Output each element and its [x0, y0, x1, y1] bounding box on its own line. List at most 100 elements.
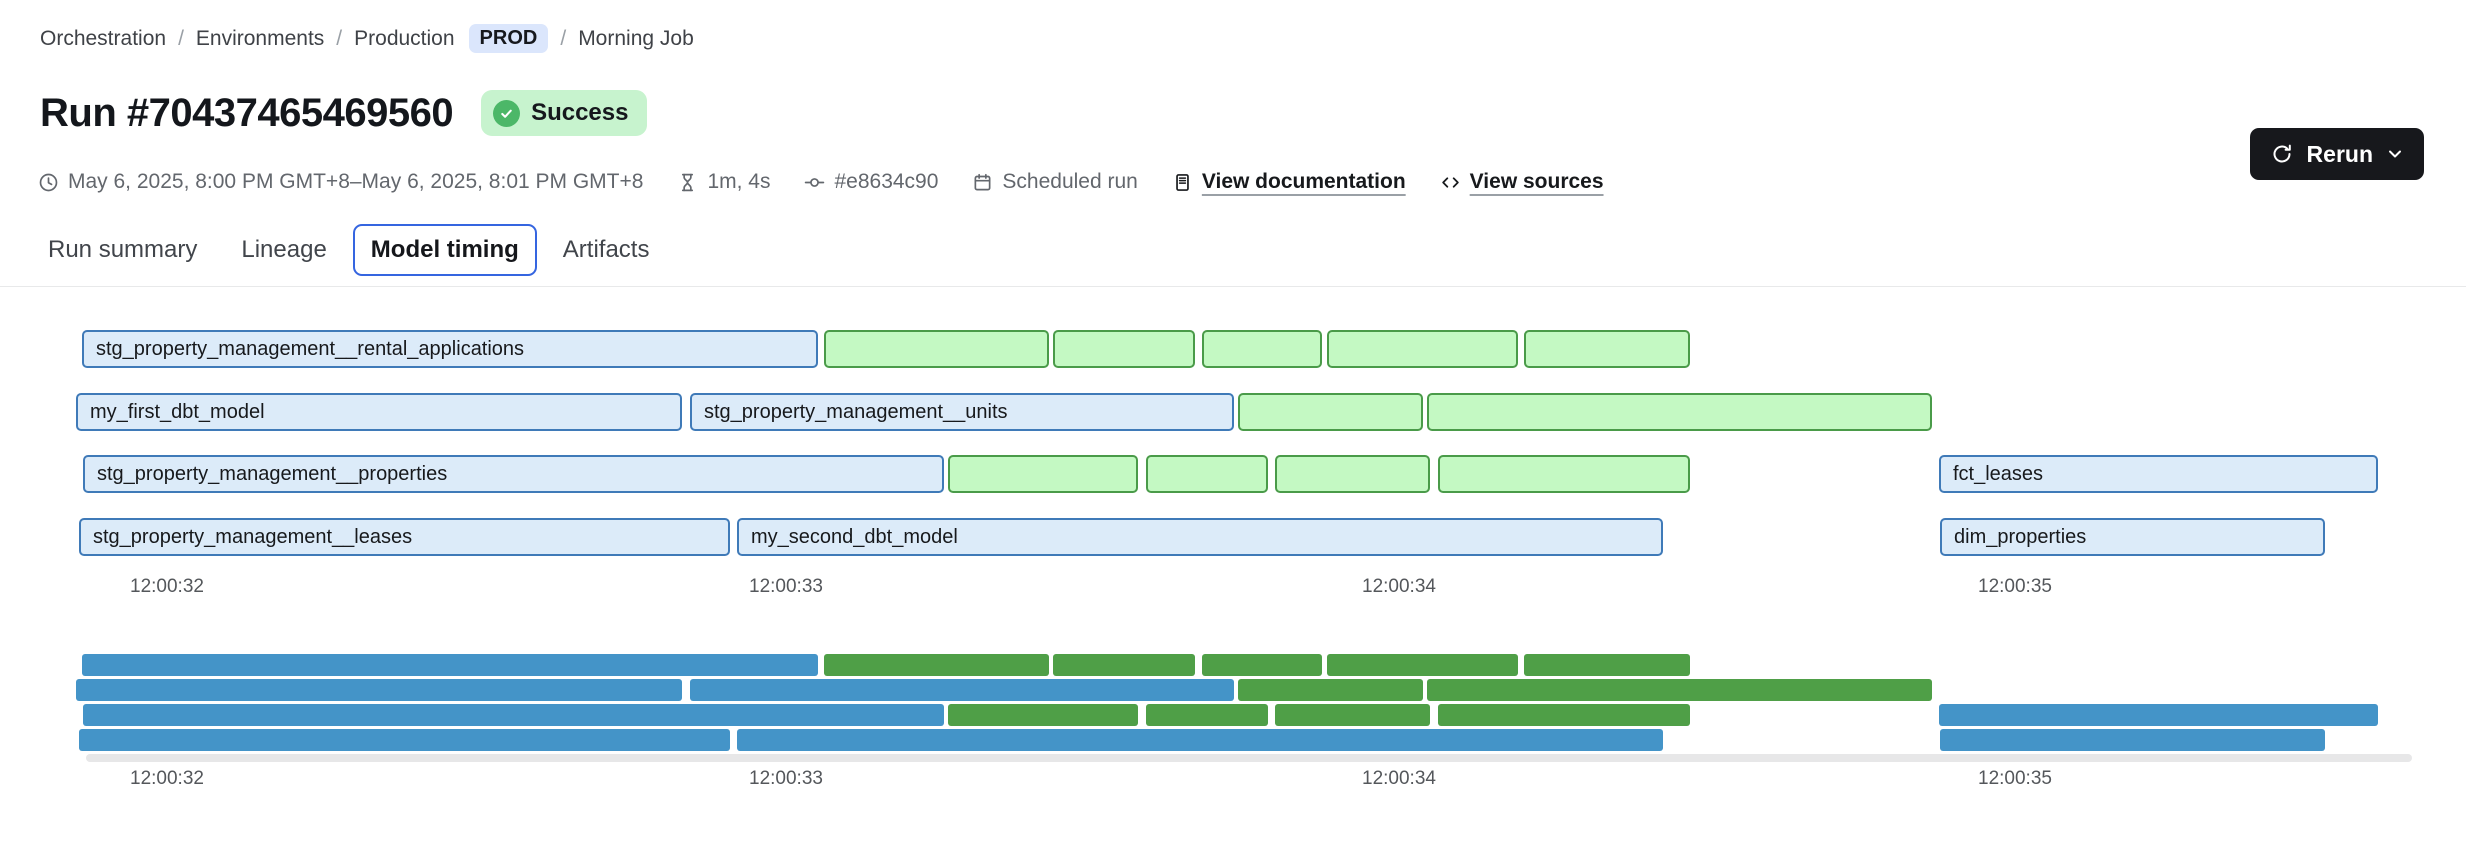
breadcrumb-item-environments[interactable]: Environments [195, 26, 325, 50]
gantt-bar-stg-property-management-leases[interactable]: stg_property_management__leases [79, 518, 730, 556]
overview-bar [737, 729, 1663, 751]
overview-bar [1202, 654, 1322, 676]
meta-calendar: Scheduled run [972, 170, 1138, 194]
gantt-bar[interactable] [1275, 455, 1430, 493]
meta-clock: May 6, 2025, 8:00 PM GMT+8–May 6, 2025, … [38, 170, 643, 194]
view-documentation-link: View documentation [1172, 170, 1406, 194]
gantt-bar-label: fct_leases [1953, 462, 2044, 485]
environment-badge: PROD [468, 24, 549, 53]
overview-bar [948, 704, 1138, 726]
overview-bar [79, 729, 730, 751]
axis-tick-12-00-33: 12:00:33 [749, 576, 823, 597]
tab-lineage[interactable]: Lineage [223, 224, 344, 276]
status-badge-label: Success [531, 99, 629, 126]
meta-commit-text: #e8634c90 [834, 170, 939, 193]
overview-bar [76, 679, 682, 701]
overview-bar [824, 654, 1049, 676]
breadcrumb-item-orchestration[interactable]: Orchestration [40, 26, 167, 50]
overview-bar [1427, 679, 1932, 701]
overview-bar [1238, 679, 1423, 701]
breadcrumb-item-production[interactable]: Production [354, 26, 455, 50]
tab-run-summary[interactable]: Run summary [30, 224, 215, 276]
tab-bar: Run summary Lineage Model timing Artifacts [30, 224, 667, 276]
overview-bar [82, 654, 818, 676]
gantt-bar[interactable] [1327, 330, 1518, 368]
commit-icon [804, 172, 825, 193]
overview-axis-tick-12-00-33: 12:00:33 [749, 768, 823, 789]
overview-bar [1438, 704, 1690, 726]
gantt-bar-label: stg_property_management__properties [97, 462, 448, 485]
gantt-bar-stg-property-management-units[interactable]: stg_property_management__units [690, 393, 1234, 431]
overview-bar [1146, 704, 1268, 726]
gantt-bar[interactable] [1053, 330, 1195, 368]
gantt-bar-stg-property-management-properties[interactable]: stg_property_management__properties [83, 455, 944, 493]
gantt-bar-fct-leases[interactable]: fct_leases [1939, 455, 2378, 493]
chevron-down-icon [2386, 145, 2404, 163]
overview-axis-tick-12-00-35: 12:00:35 [1978, 768, 2052, 789]
meta-clock-text: May 6, 2025, 8:00 PM GMT+8–May 6, 2025, … [68, 170, 644, 193]
meta-hourglass-text: 1m, 4s [707, 170, 771, 193]
rerun-button[interactable]: Rerun [2249, 128, 2424, 180]
tab-artifacts[interactable]: Artifacts [545, 224, 668, 276]
divider [0, 286, 2466, 287]
gantt-bar-my-second-dbt-model[interactable]: my_second_dbt_model [737, 518, 1663, 556]
check-icon [493, 99, 521, 127]
tab-model-timing[interactable]: Model timing [352, 224, 537, 276]
gantt-bar-dim-properties[interactable]: dim_properties [1940, 518, 2325, 556]
gantt-bar-label: stg_property_management__leases [93, 525, 413, 548]
title-row: Run #70437465469560 Success [40, 90, 648, 136]
gantt-bar[interactable] [1438, 455, 1690, 493]
meta-calendar-text: Scheduled run [1002, 170, 1138, 193]
document-icon [1172, 172, 1193, 193]
overview-bar [1524, 654, 1690, 676]
page-title: Run #70437465469560 [40, 90, 454, 135]
gantt-bar-my-first-dbt-model[interactable]: my_first_dbt_model [76, 393, 682, 431]
hourglass-icon [677, 172, 698, 193]
view-documentation-label[interactable]: View documentation [1201, 170, 1406, 193]
status-badge: Success [481, 90, 648, 136]
gantt-bar[interactable] [1524, 330, 1690, 368]
meta-commit: #e8634c90 [804, 170, 938, 194]
gantt-bar[interactable] [948, 455, 1138, 493]
gantt-bar-label: my_second_dbt_model [751, 525, 958, 548]
gantt-bar[interactable] [1202, 330, 1322, 368]
refresh-icon [2270, 142, 2294, 166]
code-icon [1440, 172, 1461, 193]
overview-bar [1940, 729, 2325, 751]
clock-icon [38, 172, 59, 193]
breadcrumb-separator: / [336, 26, 343, 50]
overview-axis-tick-12-00-32: 12:00:32 [130, 768, 204, 789]
breadcrumb-separator: / [178, 26, 184, 50]
overview-bar [690, 679, 1234, 701]
overview-bar [1275, 704, 1430, 726]
run-metadata: May 6, 2025, 8:00 PM GMT+8–May 6, 2025, … [38, 170, 1604, 194]
gantt-bar-label: stg_property_management__rental_applicat… [96, 337, 525, 360]
gantt-bar[interactable] [1427, 393, 1932, 431]
meta-hourglass: 1m, 4s [677, 170, 770, 194]
rerun-button-label: Rerun [2306, 140, 2373, 167]
overview-brush-track[interactable] [86, 754, 2412, 762]
gantt-bar-stg-property-management-rental-applications[interactable]: stg_property_management__rental_applicat… [82, 330, 818, 368]
gantt-bar[interactable] [1146, 455, 1268, 493]
gantt-bar[interactable] [824, 330, 1049, 368]
overview-axis-tick-12-00-34: 12:00:34 [1362, 768, 1436, 789]
overview-bar [1327, 654, 1518, 676]
view-sources-link: View sources [1440, 170, 1604, 194]
breadcrumb-item-morning-job: Morning Job [578, 26, 694, 50]
gantt-bar-label: stg_property_management__units [704, 400, 1008, 423]
overview-bar [83, 704, 944, 726]
view-sources-label[interactable]: View sources [1469, 170, 1604, 193]
calendar-icon [972, 172, 993, 193]
gantt-bar-label: dim_properties [1954, 525, 2087, 548]
overview-bar [1053, 654, 1195, 676]
model-timing-chart: stg_property_management__rental_applicat… [0, 310, 2466, 810]
gantt-bar[interactable] [1238, 393, 1423, 431]
axis-tick-12-00-32: 12:00:32 [130, 576, 204, 597]
axis-tick-12-00-34: 12:00:34 [1362, 576, 1436, 597]
gantt-bar-label: my_first_dbt_model [90, 400, 265, 423]
breadcrumb-separator: / [560, 26, 567, 50]
overview-bar [1939, 704, 2378, 726]
breadcrumb: Orchestration / Environments / Production PRO… [40, 24, 694, 53]
axis-tick-12-00-35: 12:00:35 [1978, 576, 2052, 597]
